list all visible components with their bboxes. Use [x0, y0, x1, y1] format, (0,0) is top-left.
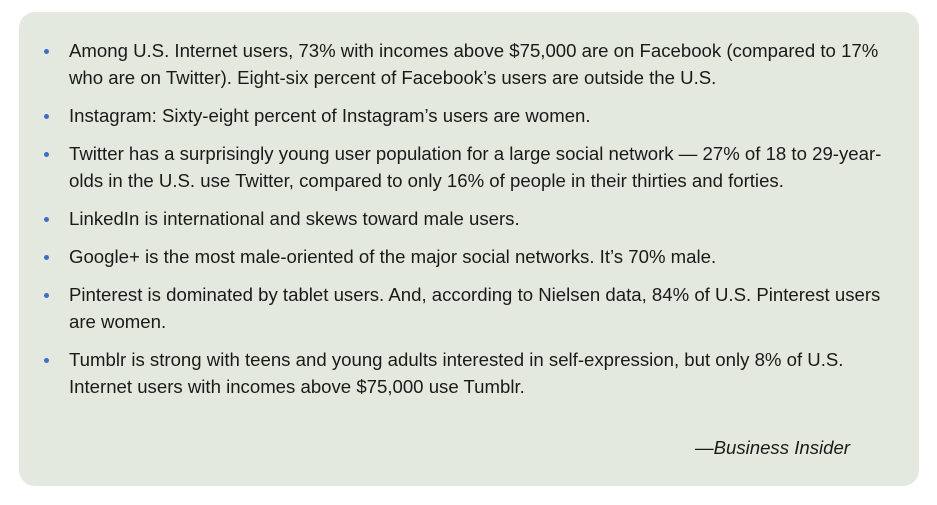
bullet-dot-icon [44, 152, 49, 157]
bullet-text: Google+ is the most male-oriented of the… [69, 246, 717, 267]
bullet-dot-icon [44, 255, 49, 260]
bullet-text: LinkedIn is international and skews towa… [69, 208, 520, 229]
bullet-item-googleplus: Google+ is the most male-oriented of the… [44, 243, 899, 270]
bullet-item-linkedin: LinkedIn is international and skews towa… [44, 205, 899, 232]
bullet-list: Among U.S. Internet users, 73% with inco… [44, 37, 899, 411]
bullet-text: Tumblr is strong with teens and young ad… [69, 349, 844, 397]
bullet-item-pinterest: Pinterest is dominated by tablet users. … [44, 281, 899, 335]
bullet-dot-icon [44, 358, 49, 363]
quote-panel: Among U.S. Internet users, 73% with inco… [19, 12, 919, 486]
bullet-dot-icon [44, 114, 49, 119]
bullet-text: Among U.S. Internet users, 73% with inco… [69, 40, 879, 88]
bullet-item-facebook: Among U.S. Internet users, 73% with inco… [44, 37, 899, 91]
bullet-dot-icon [44, 217, 49, 222]
bullet-text: Instagram: Sixty-eight percent of Instag… [69, 105, 591, 126]
bullet-item-tumblr: Tumblr is strong with teens and young ad… [44, 346, 899, 400]
bullet-item-twitter: Twitter has a surprisingly young user po… [44, 140, 899, 194]
bullet-dot-icon [44, 49, 49, 54]
bullet-item-instagram: Instagram: Sixty-eight percent of Instag… [44, 102, 899, 129]
source-attribution: —Business Insider [694, 437, 850, 458]
bullet-dot-icon [44, 293, 49, 298]
bullet-text: Pinterest is dominated by tablet users. … [69, 284, 881, 332]
bullet-text: Twitter has a surprisingly young user po… [69, 143, 882, 191]
